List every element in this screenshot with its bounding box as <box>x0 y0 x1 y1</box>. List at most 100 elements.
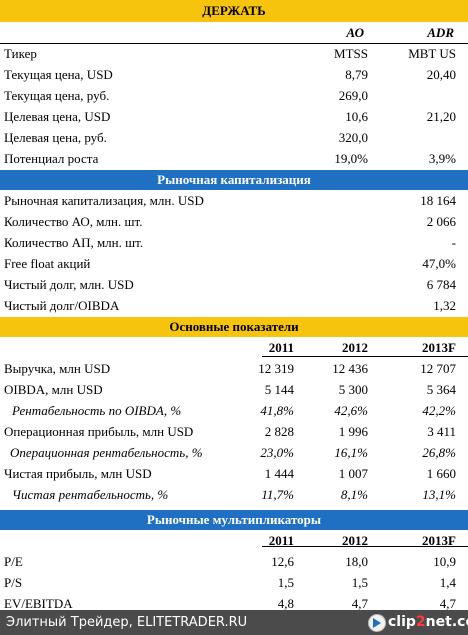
value-2012: 16,1% <box>334 445 368 460</box>
row-label: Количество АП, млн. шт. <box>4 235 144 250</box>
row-label: P/E <box>4 554 23 569</box>
value-2013f: 1 660 <box>426 466 456 481</box>
value-adr: 3,9% <box>428 151 456 166</box>
metric-row: Чистая рентабельность, % 11,7% 8,1% 13,1… <box>0 484 468 505</box>
stock-summary-table: ДЕРЖАТЬ АО ADR Тикер MTSS MBT US Текущая… <box>0 0 468 614</box>
value-2012: 1 996 <box>338 424 368 439</box>
value-2011: 2 828 <box>264 424 294 439</box>
market-cap-row: Чистый долг, млн. USD 6 784 <box>0 274 468 295</box>
row-label: Количество АО, млн. шт. <box>4 214 143 229</box>
year-header: 2013F <box>422 340 456 355</box>
multiple-row: EV/EBITDA 4,8 4,7 4,7 <box>0 593 468 614</box>
clip2net-logo[interactable]: clip2net.com <box>368 613 468 632</box>
value-2013f: 10,9 <box>433 554 456 569</box>
value-2011: 23,0% <box>260 445 294 460</box>
row-label: Потенциал роста <box>4 151 99 166</box>
value-2013f: 13,1% <box>422 487 456 502</box>
hold-row: Текущая цена, USD 8,79 20,40 <box>0 64 468 85</box>
row-label: Чистый долг, млн. USD <box>4 277 134 292</box>
multiple-row: P/S 1,5 1,5 1,4 <box>0 572 468 593</box>
value-2011: 1 444 <box>264 466 294 481</box>
value-2011: 1,5 <box>277 575 294 590</box>
row-label: Рентабельность по OIBDA, % <box>12 403 182 418</box>
row-label: OIBDA, млн USD <box>4 382 103 397</box>
year-header: 2011 <box>268 533 294 548</box>
value-2012: 4,7 <box>351 596 368 611</box>
year-header: 2013F <box>422 533 456 548</box>
col-header-adr: ADR <box>427 25 454 40</box>
row-label: P/S <box>4 575 23 590</box>
value-2013f: 3 411 <box>427 424 456 439</box>
value-adr: 20,40 <box>426 67 456 82</box>
row-label: Целевая цена, руб. <box>4 130 107 145</box>
row-value: 1,32 <box>433 298 456 313</box>
value-2011: 4,8 <box>277 596 294 611</box>
row-value: 18 164 <box>420 193 456 208</box>
col-header-ao: АО <box>346 25 364 40</box>
section-title-market-cap: Рыночная капитализация <box>0 169 468 190</box>
row-label: Операционная прибыль, млн USD <box>4 424 194 439</box>
value-2011: 12 319 <box>258 361 294 376</box>
value-2012: 1,5 <box>351 575 368 590</box>
years-header-row: 2011 2012 2013F <box>0 337 468 358</box>
metric-row: OIBDA, млн USD 5 144 5 300 5 364 <box>0 379 468 400</box>
value-2013f: 42,2% <box>422 403 456 418</box>
section-title-key-metrics: Основные показатели <box>0 316 468 337</box>
market-cap-row: Количество АО, млн. шт. 2 066 <box>0 211 468 232</box>
row-value: 2 066 <box>426 214 456 229</box>
value-2013f: 12 707 <box>420 361 456 376</box>
value-2013f: 26,8% <box>422 445 456 460</box>
value-2012: 42,6% <box>334 403 368 418</box>
row-label: Текущая цена, USD <box>4 67 113 82</box>
divider <box>262 356 468 357</box>
metric-row: Рентабельность по OIBDA, % 41,8% 42,6% 4… <box>0 400 468 421</box>
row-label: Тикер <box>4 46 37 61</box>
row-label: Операционная рентабельность, % <box>10 445 203 460</box>
metric-row: Чистая прибыль, млн USD 1 444 1 007 1 66… <box>0 463 468 484</box>
row-label: Текущая цена, руб. <box>4 88 110 103</box>
row-label: Целевая цена, USD <box>4 109 111 124</box>
row-label: Чистая рентабельность, % <box>12 487 169 502</box>
value-2011: 41,8% <box>260 403 294 418</box>
value-ao: MTSS <box>334 46 368 61</box>
market-cap-row: Количество АП, млн. шт. - <box>0 232 468 253</box>
value-2011: 11,7% <box>261 487 294 502</box>
recommendation-banner: ДЕРЖАТЬ <box>0 0 468 22</box>
market-cap-row: Чистый долг/OIBDA 1,32 <box>0 295 468 316</box>
metric-row: Операционная рентабельность, % 23,0% 16,… <box>0 442 468 463</box>
value-2013f: 4,7 <box>439 596 456 611</box>
hold-row: Тикер MTSS MBT US <box>0 43 468 64</box>
value-ao: 8,79 <box>345 67 368 82</box>
value-ao: 269,0 <box>338 88 368 103</box>
metric-row: Выручка, млн USD 12 319 12 436 12 707 <box>0 358 468 379</box>
divider <box>262 546 468 547</box>
value-ao: 19,0% <box>334 151 368 166</box>
value-2011: 5 144 <box>264 382 294 397</box>
row-label: Выручка, млн USD <box>4 361 111 376</box>
value-2013f: 1,4 <box>439 575 456 590</box>
source-link[interactable]: Элитный Трейдер, ELITETRADER.RU <box>6 615 248 630</box>
market-cap-row: Free float акций 47,0% <box>0 253 468 274</box>
value-adr: 21,20 <box>426 109 456 124</box>
row-value: - <box>451 235 456 250</box>
value-2013f: 5 364 <box>426 382 456 397</box>
value-2012: 18,0 <box>345 554 368 569</box>
value-2012: 5 300 <box>338 382 368 397</box>
years-header-row: 2011 2012 2013F <box>0 530 468 551</box>
hold-row: Целевая цена, руб. 320,0 <box>0 127 468 148</box>
multiple-row: P/E 12,6 18,0 10,9 <box>0 551 468 572</box>
row-label: EV/EBITDA <box>4 596 73 611</box>
logo-text: clip2net.com <box>388 614 468 630</box>
divider <box>0 43 468 44</box>
source-footer: Элитный Трейдер, ELITETRADER.RU clip2net… <box>0 610 468 635</box>
year-header: 2011 <box>268 340 294 355</box>
market-cap-row: Рыночная капитализация, млн. USD 18 164 <box>0 190 468 211</box>
row-label: Чистая прибыль, млн USD <box>4 466 152 481</box>
row-value: 47,0% <box>422 256 456 271</box>
row-label: Free float акций <box>4 256 91 271</box>
section-title-multiples: Рыночные мультипликаторы <box>0 509 468 530</box>
value-adr: MBT US <box>408 46 456 61</box>
row-label: Чистый долг/OIBDA <box>4 298 120 313</box>
row-value: 6 784 <box>426 277 456 292</box>
value-2012: 1 007 <box>338 466 368 481</box>
